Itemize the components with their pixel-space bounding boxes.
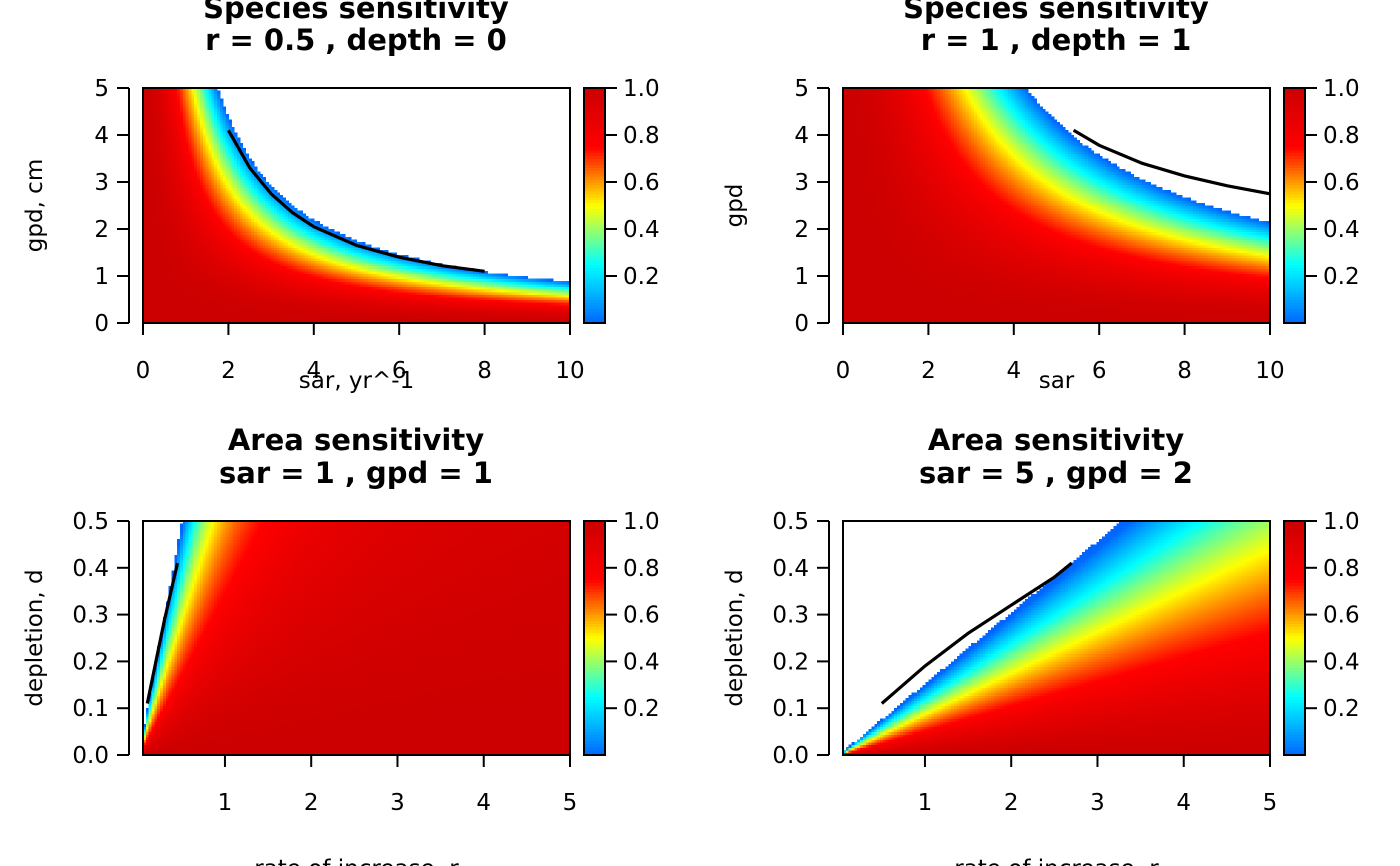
panel-title: Species sensitivity — [203, 0, 509, 25]
heatmap-cells — [143, 88, 571, 324]
heatmap-cell — [217, 91, 220, 94]
panel-subtitle: r = 0.5 , depth = 0 — [205, 23, 507, 57]
